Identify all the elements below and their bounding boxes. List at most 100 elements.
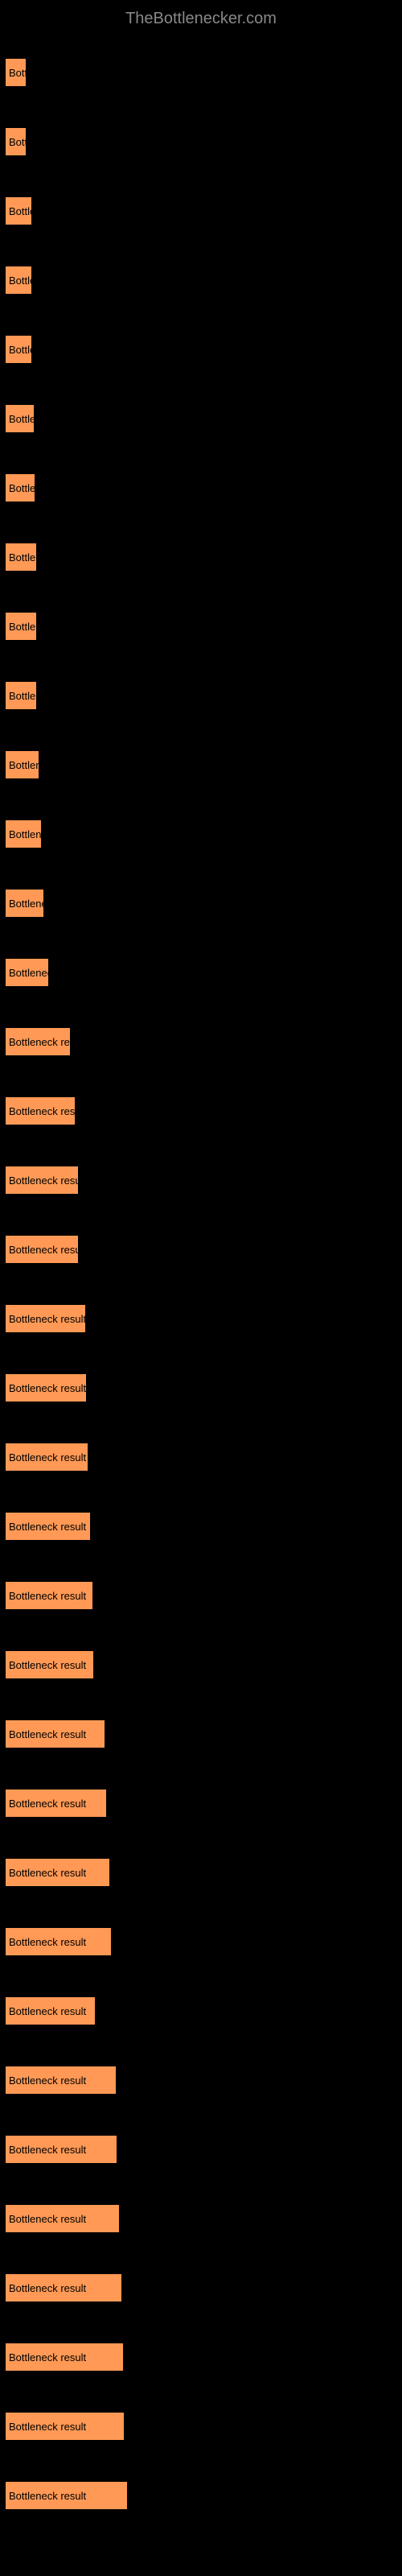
bar-label: Bottleneck result: [6, 1313, 86, 1325]
chart-row: Bottleneck result: [5, 1492, 397, 1561]
bar-label: Bottleneck result: [6, 2074, 88, 2087]
chart-row: Bottleneck result: [5, 661, 397, 730]
chart-row: Bottleneck result 48: [5, 2322, 397, 2392]
chart-row: Bottleneck result 4: [5, 2461, 397, 2530]
chart-row: Bottleneck result: [5, 799, 397, 869]
bar-label: Bottleneck result: [6, 2490, 88, 2502]
chart-row: Bottleneck result: [5, 1215, 397, 1284]
chart-bar: Bottleneck result: [5, 1789, 107, 1818]
bar-label: Bottleneck result: [6, 1174, 79, 1187]
bar-label: Bottleneck result: [6, 1382, 87, 1394]
chart-row: Bottleneck result: [5, 1976, 397, 2046]
chart-bar: Bottleneck result: [5, 1858, 110, 1887]
chart-bar: Bottleneck result: [5, 819, 42, 848]
chart-bar: Bottleneck result: [5, 958, 49, 987]
site-header: TheBottlenecker.com: [0, 0, 402, 38]
bar-label: Bottleneck result: [6, 967, 49, 979]
chart-row: Bottleneck result: [5, 246, 397, 315]
chart-bar: Bottleneck result: [5, 681, 37, 710]
bar-label: Bottleneck result: [6, 898, 44, 910]
bar-label: Bottleneck result: [6, 413, 35, 425]
chart-row: Bottleneck result: [5, 869, 397, 938]
chart-bar: Bottleneck result: [5, 1373, 87, 1402]
bar-label: Bottleneck result: [6, 136, 27, 148]
chart-bar: Bottleneck result: [5, 1096, 76, 1125]
bar-value-label: 4: [128, 2481, 136, 2510]
chart-bar: Bottleneck result: [5, 1443, 88, 1472]
bar-label: Bottleneck result: [6, 205, 32, 217]
bar-value-label: 4: [120, 2204, 128, 2233]
bar-value-label: 49: [125, 2412, 139, 2441]
bar-label: Bottleneck result: [6, 1798, 88, 1810]
chart-row: Bottleneck result: [5, 1422, 397, 1492]
chart-bar: Bottleneck result: [5, 1235, 79, 1264]
chart-row: Bottleneck result 4: [5, 2115, 397, 2184]
chart-row: Bottleneck result: [5, 315, 397, 384]
chart-bar: Bottleneck result: [5, 889, 44, 918]
bar-label: Bottleneck result: [6, 1728, 88, 1740]
chart-row: Bottleneck result: [5, 1561, 397, 1630]
chart-row: Bottleneck result 44: [5, 2253, 397, 2322]
chart-bar: Bottleneck result: [5, 2066, 117, 2095]
bar-label: Bottleneck result: [6, 2144, 88, 2156]
chart-bar: Bottleneck result: [5, 1927, 112, 1956]
bar-label: Bottleneck result: [6, 759, 39, 771]
bar-label: Bottleneck result: [6, 1036, 71, 1048]
chart-row: Bottleneck result: [5, 522, 397, 592]
chart-bar: Bottleneck result: [5, 1512, 91, 1541]
chart-row: Bottleneck result: [5, 1630, 397, 1699]
bar-label: Bottleneck result: [6, 1451, 88, 1463]
chart-row: Bottleneck result: [5, 38, 397, 107]
bar-label: Bottleneck result: [6, 275, 32, 287]
chart-bar: Bottleneck result: [5, 404, 35, 433]
bar-label: Bottleneck result: [6, 621, 37, 633]
chart-bar: Bottleneck result: [5, 196, 32, 225]
chart-row: Bottleneck result: [5, 1146, 397, 1215]
bar-label: Bottleneck result: [6, 2005, 88, 2017]
chart-bar: Bottleneck result: [5, 473, 35, 502]
chart-row: Bottleneck result: [5, 1699, 397, 1769]
bar-value-label: 4: [117, 2135, 125, 2164]
chart-bar: Bottleneck result: [5, 1027, 71, 1056]
bar-label: Bottleneck result: [6, 828, 42, 840]
bar-label: Bottleneck result: [6, 2282, 88, 2294]
bottleneck-bar-chart: Bottleneck resultBottleneck resultBottle…: [0, 38, 402, 2530]
bar-label: Bottleneck result: [6, 2351, 88, 2363]
chart-bar: Bottleneck result: [5, 2481, 128, 2510]
bar-value-label: 44: [122, 2273, 137, 2302]
bar-label: Bottleneck result: [6, 2421, 88, 2433]
chart-row: Bottleneck result 4: [5, 2184, 397, 2253]
chart-bar: Bottleneck result: [5, 58, 27, 87]
chart-bar: Bottleneck result: [5, 2273, 122, 2302]
chart-row: Bottleneck result: [5, 1769, 397, 1838]
chart-bar: Bottleneck result: [5, 2204, 120, 2233]
chart-bar: Bottleneck result: [5, 1650, 94, 1679]
chart-bar: Bottleneck result: [5, 612, 37, 641]
bar-label: Bottleneck result: [6, 551, 37, 564]
chart-row: Bottleneck result: [5, 592, 397, 661]
chart-row: Bottleneck result: [5, 1353, 397, 1422]
chart-row: Bottleneck result: [5, 1907, 397, 1976]
bar-label: Bottleneck result: [6, 67, 27, 79]
chart-row: Bottleneck result: [5, 2046, 397, 2115]
bar-label: Bottleneck result: [6, 1105, 76, 1117]
site-title: TheBottlenecker.com: [125, 10, 277, 27]
bar-label: Bottleneck result: [6, 1936, 88, 1948]
chart-row: Bottleneck result: [5, 1076, 397, 1146]
bar-label: Bottleneck result: [6, 2213, 88, 2225]
chart-bar: Bottleneck result: [5, 1996, 96, 2025]
bar-label: Bottleneck result: [6, 690, 37, 702]
chart-row: Bottleneck result: [5, 1007, 397, 1076]
chart-row: Bottleneck result: [5, 453, 397, 522]
bar-label: Bottleneck result: [6, 1659, 88, 1671]
chart-bar: Bottleneck result: [5, 266, 32, 295]
chart-row: Bottleneck result: [5, 1838, 397, 1907]
chart-bar: Bottleneck result: [5, 1719, 105, 1748]
chart-bar: Bottleneck result: [5, 750, 39, 779]
chart-bar: Bottleneck result: [5, 2412, 125, 2441]
chart-row: Bottleneck result: [5, 176, 397, 246]
chart-bar: Bottleneck result: [5, 1304, 86, 1333]
bar-value-label: 48: [124, 2343, 138, 2372]
bar-label: Bottleneck result: [6, 344, 32, 356]
chart-bar: Bottleneck result: [5, 2343, 124, 2372]
